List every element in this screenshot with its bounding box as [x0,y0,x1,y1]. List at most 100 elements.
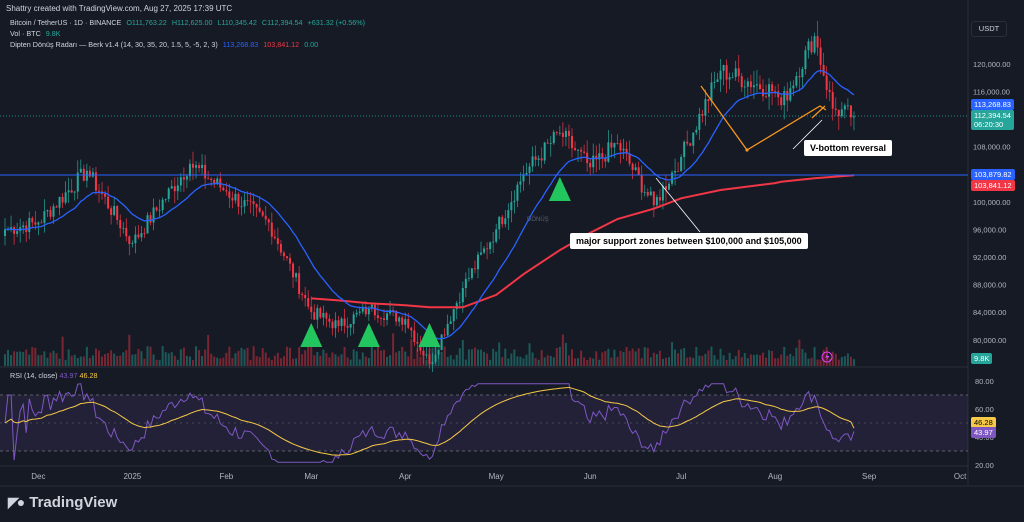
candle-body [134,234,137,244]
candle-body [577,149,580,151]
volume-bar [574,358,577,366]
volume-bar [604,351,607,366]
candle-body [113,205,116,215]
volume-bar [752,354,755,366]
candle-body [731,76,734,78]
volume-bar [195,346,198,366]
rsi-line [4,383,855,463]
volume-bar [586,359,589,366]
candle-body [777,91,780,98]
candle-body [222,187,225,191]
candle-body [198,165,201,169]
volume-bar [101,356,104,366]
volume-bar [222,357,225,366]
candle-body [774,91,777,92]
volume-bar [207,334,210,366]
candle-body [749,81,752,88]
volume-bar [549,356,552,366]
candle-body [804,50,807,70]
volume-bar [143,358,146,366]
volume-bar [110,350,113,366]
candle-body [104,193,107,197]
rsi-badge: 43.97 [971,427,996,438]
volume-bar [34,347,37,366]
volume-bar [801,349,804,366]
price-tick-label: 108,000.00 [973,143,1011,152]
volume-bar [295,358,298,366]
candle-body [610,142,613,148]
candle-body [28,218,31,233]
volume-bar [598,359,601,366]
volume-bar [240,347,243,366]
candle-body [67,190,70,193]
volume-bar [495,351,498,366]
volume-bar [279,358,282,366]
volume-bar [649,357,652,366]
volume-bar [67,349,70,366]
candle-body [813,36,816,53]
volume-bar [258,357,261,366]
tradingview-logo: ◤● TradingView [8,494,117,511]
volume-bar [61,336,64,366]
volume-bar [107,353,110,366]
volume-bar [113,353,116,366]
candle-body [570,135,573,149]
volume-bar [455,354,458,366]
candle-body [574,148,577,151]
volume-bar [531,352,534,366]
volume-bar [534,358,537,366]
candle-body [204,164,207,179]
candle-body [495,229,498,242]
candle-body [795,76,798,86]
volume-bar [634,351,637,366]
volume-bar [22,352,25,366]
volume-bar [777,358,780,366]
candle-body [37,222,40,225]
volume-bar [155,359,158,366]
candle-body [201,164,204,169]
candle-body [743,86,746,88]
candle-body [146,215,149,234]
volume-bar [58,358,61,366]
volume-bar [28,354,31,366]
candle-body [370,304,373,309]
time-tick-label: Mar [304,472,318,481]
volume-bar [546,355,549,366]
volume-bar [252,346,255,366]
volume-bar [264,352,267,366]
candle-body [561,132,564,138]
slow-ma-line [311,174,855,309]
signal-triangle [418,323,441,347]
candle-body [243,200,246,207]
candle-body [210,178,213,180]
candle-body [267,219,270,223]
rsi-ma-line [4,386,855,456]
candle-body [486,248,489,250]
volume-bar [310,346,313,366]
volume-bar [116,356,119,366]
volume-bar [498,342,501,366]
volume-bar [204,349,207,366]
candle-body [677,171,680,172]
volume-bar [228,346,231,366]
candle-body [213,179,216,184]
candle-body [852,116,855,118]
currency-button[interactable]: USDT [971,21,1007,37]
lightning-icon[interactable] [821,351,833,363]
candle-body [319,308,322,318]
v-bottom-pointer [792,119,823,150]
candle-body [437,350,440,355]
volume-bar [710,346,713,366]
candle-body [837,109,840,117]
candle-body [634,167,637,171]
volume-bar [43,351,46,366]
time-tick-label: Oct [954,472,967,481]
candle-body [422,350,425,356]
volume-bar [683,348,686,366]
countdown-value: 06:20:30 [974,120,1004,129]
volume-bar [343,346,346,366]
candle-body [401,317,404,325]
time-tick-label: May [489,472,504,481]
volume-bar [94,348,97,366]
candle-body [143,233,146,234]
